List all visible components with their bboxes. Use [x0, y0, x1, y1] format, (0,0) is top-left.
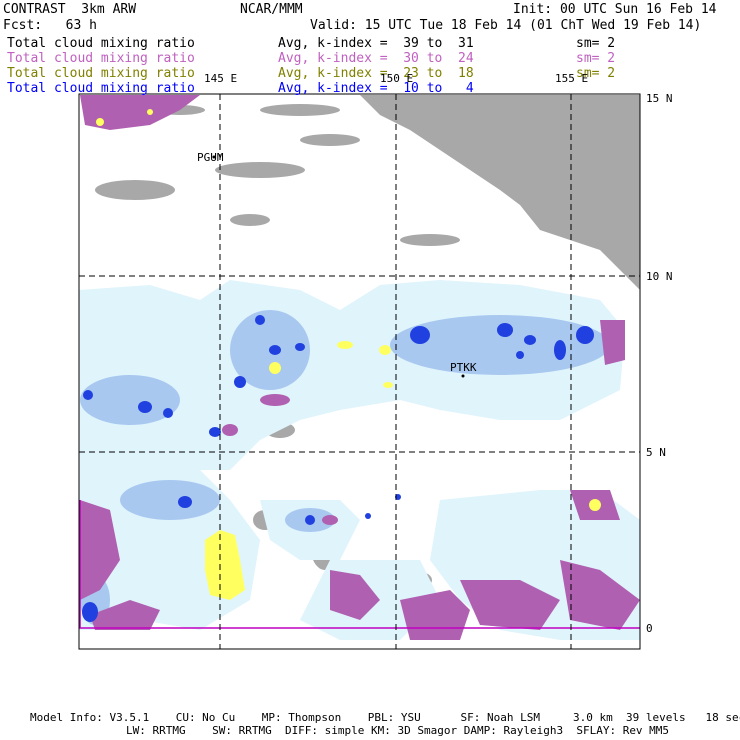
legend-field-avg: Avg, k-index = 23 to 18	[278, 66, 474, 81]
legend-field-avg: Avg, k-index = 30 to 24	[278, 51, 474, 66]
legend-field-name: Total cloud mixing ratio	[7, 36, 195, 51]
lon-label-145e: 145 E	[204, 72, 238, 85]
lat-label-10n: 10 N	[646, 270, 673, 283]
cloud-field-deep-blue	[82, 315, 594, 622]
legend-field-name: Total cloud mixing ratio	[7, 51, 195, 66]
legend-field-name: Total cloud mixing ratio	[7, 66, 195, 81]
legend-field-name: Total cloud mixing ratio	[7, 81, 195, 96]
map-frame	[78, 93, 641, 650]
legend-field-sm: sm= 2	[576, 36, 616, 51]
init-time: Init: 00 UTC Sun 16 Feb 14	[513, 2, 717, 17]
footer-model-info: Model Info: V3.5.1 CU: No Cu MP: Thompso…	[30, 711, 740, 724]
footer-physics-info: LW: RRTMG SW: RRTMG DIFF: simple KM: 3D …	[126, 724, 670, 737]
lon-label-155e: 155 E	[555, 72, 589, 85]
cloud-field-yellow	[96, 109, 601, 600]
station-label-pgum: PGUM	[197, 151, 224, 164]
station-marker-ptkk	[461, 374, 465, 378]
station-label-ptkk: PTKK	[450, 361, 477, 374]
lat-label-equator: 0	[646, 622, 653, 635]
model-title: CONTRAST 3km ARW	[3, 2, 137, 17]
lat-label-15n: 15 N	[646, 92, 673, 105]
cloud-field-mid-purple	[80, 95, 640, 640]
valid-time: Valid: 15 UTC Tue 18 Feb 14 (01 ChT Wed …	[310, 18, 702, 33]
legend-field-sm: sm= 2	[576, 51, 616, 66]
lon-label-150e: 150 E	[380, 72, 414, 85]
legend-field-sm: sm= 2	[576, 66, 616, 81]
lat-lon-grid	[79, 94, 640, 649]
cloud-field-mid-blue	[80, 310, 610, 625]
forecast-hour: Fcst: 63 h	[3, 18, 97, 33]
org-label: NCAR/MMM	[240, 2, 303, 17]
legend-field-avg: Avg, k-index = 10 to 4	[278, 81, 474, 96]
lat-label-5n: 5 N	[646, 446, 666, 459]
legend-field-avg: Avg, k-index = 39 to 31	[278, 36, 474, 51]
station-marker-pgum	[212, 155, 216, 159]
